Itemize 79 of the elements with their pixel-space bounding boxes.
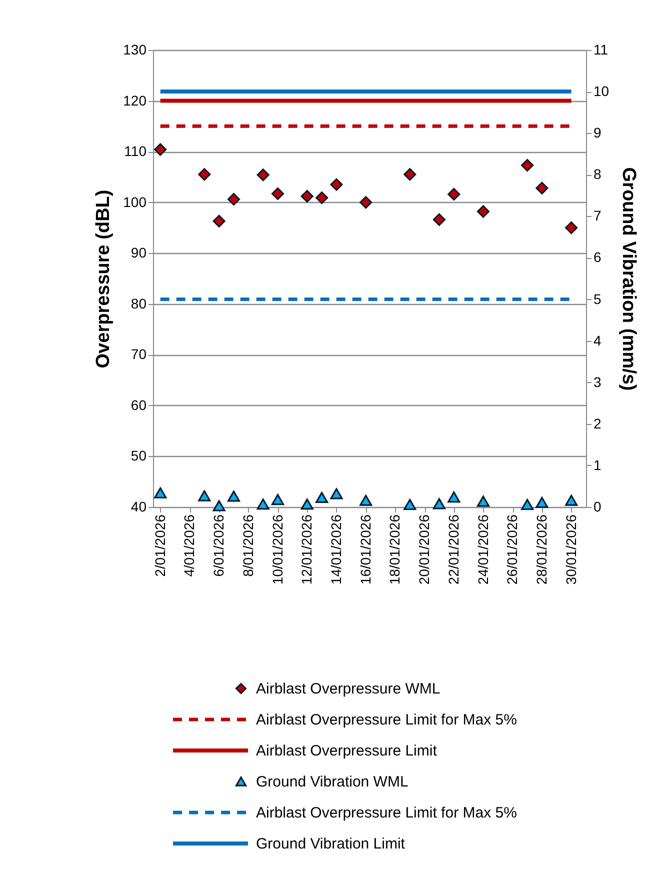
x-tick-label: 10/01/2026	[269, 514, 286, 585]
point	[565, 221, 578, 234]
x-tick-label: 28/01/2026	[533, 514, 550, 585]
y2-tick-label: 10	[594, 83, 610, 100]
x-tick-label: 20/01/2026	[416, 514, 432, 585]
y-tick-label: 110	[124, 143, 147, 160]
y-tick-label: 60	[130, 396, 147, 413]
legend-label: Airblast Overpressure Limit	[256, 742, 438, 760]
point	[212, 214, 226, 228]
point	[154, 143, 167, 156]
point	[271, 187, 284, 200]
legend-label: Airblast Overpressure Limit for Max 5%	[256, 712, 517, 728]
y-tick-label: 80	[130, 295, 147, 312]
y-tick-label: 40	[130, 498, 147, 514]
point	[404, 168, 416, 181]
point	[521, 158, 534, 172]
point	[330, 488, 343, 500]
x-tick-label: 22/01/2026	[445, 514, 462, 585]
point	[360, 494, 372, 506]
point	[404, 498, 416, 510]
legend-label: Ground Vibration WML	[256, 774, 408, 790]
point	[476, 205, 490, 218]
point	[198, 168, 211, 181]
x-tick-label: 4/01/2026	[181, 514, 198, 577]
point	[521, 498, 534, 510]
point	[316, 492, 328, 503]
point	[432, 213, 446, 226]
y2-tick-label: 5	[594, 290, 602, 307]
point	[256, 498, 270, 510]
y2-tick-label: 11	[594, 42, 608, 58]
legend-label: Airblast Overpressure Limit for Max 5%	[256, 804, 517, 822]
point	[330, 178, 343, 191]
x-tick-label: 18/01/2026	[386, 514, 403, 585]
point	[448, 491, 460, 503]
y2-tick-label: 9	[594, 124, 602, 141]
point	[448, 188, 460, 200]
point	[300, 190, 314, 203]
x-tick-label: 16/01/2026	[357, 514, 374, 585]
x-tick-label: 24/01/2026	[474, 514, 491, 585]
y-axis-title: Overpressure (dBL)	[93, 190, 114, 368]
point	[536, 182, 548, 194]
x-tick-label: 12/01/2026	[298, 514, 315, 585]
y2-tick-label: 1	[594, 456, 602, 473]
y-tick-label: 50	[130, 448, 147, 464]
y2-tick-label: 4	[594, 332, 602, 348]
y2-tick-label: 7	[594, 208, 602, 224]
x-tick-label: 2/01/2026	[152, 514, 168, 577]
point	[536, 496, 548, 508]
point	[256, 168, 270, 182]
point	[198, 490, 211, 502]
legend-label: Ground Vibration Limit	[256, 836, 406, 852]
point	[227, 490, 240, 502]
x-tick-label: 26/01/2026	[504, 514, 520, 585]
y2-axis-title: Ground Vibration (mm/s)	[618, 167, 640, 391]
y-tick-label: 90	[130, 244, 147, 261]
y2-tick-label: 6	[594, 249, 602, 266]
point	[316, 191, 328, 204]
x-tick-label: 6/01/2026	[210, 514, 227, 577]
x-tick-label: 14/01/2026	[328, 514, 344, 585]
point	[212, 500, 226, 512]
y-tick-label: 70	[130, 346, 147, 362]
y2-tick-label: 8	[594, 166, 602, 182]
point	[565, 494, 578, 506]
y2-tick-label: 0	[594, 498, 602, 514]
y-tick-label: 120	[123, 92, 147, 108]
point	[300, 498, 314, 510]
point	[227, 193, 240, 206]
y2-tick-label: 3	[594, 374, 602, 390]
y-tick-label: 100	[123, 194, 147, 210]
point	[154, 487, 167, 498]
y-tick-label: 130	[123, 42, 147, 58]
x-tick-label: 30/01/2026	[562, 514, 579, 585]
legend-label: Airblast Overpressure WML	[256, 680, 440, 698]
point	[432, 498, 446, 510]
point	[476, 496, 490, 507]
point	[271, 494, 284, 506]
y2-tick-label: 2	[594, 415, 602, 432]
x-tick-label: 8/01/2026	[240, 514, 256, 577]
point	[360, 196, 372, 209]
